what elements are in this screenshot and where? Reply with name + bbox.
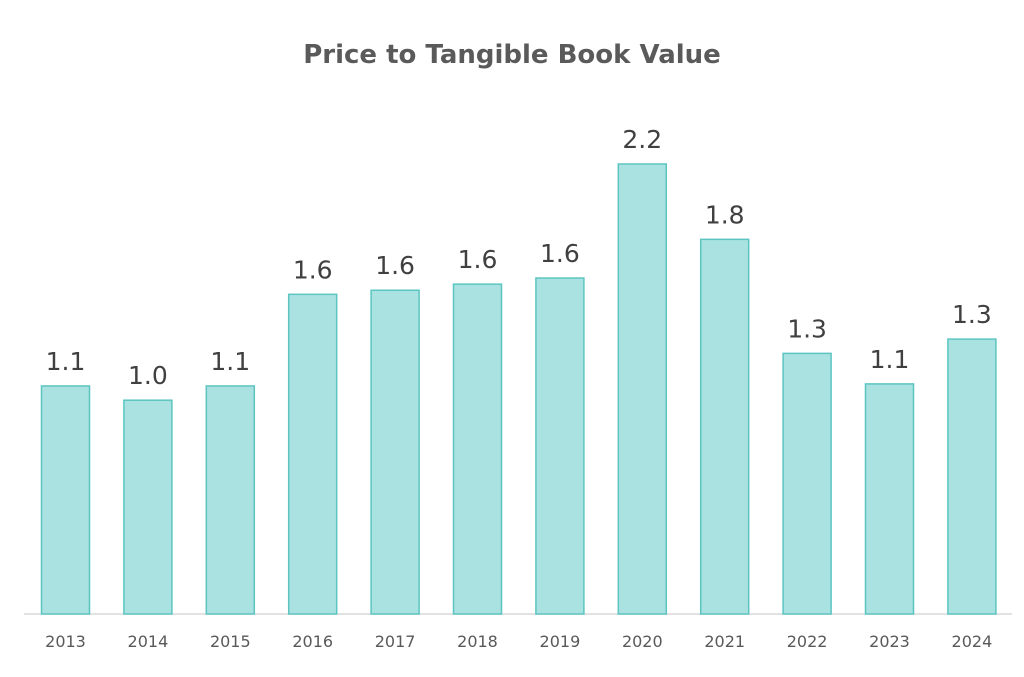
- x-tick-label-2018: 2018: [457, 632, 498, 651]
- x-tick-label-2013: 2013: [45, 632, 86, 651]
- x-tick-label-2016: 2016: [292, 632, 333, 651]
- bar-2024: [947, 338, 997, 615]
- bar-2023: [864, 383, 915, 615]
- bar-2014: [123, 399, 173, 615]
- bar-2017: [370, 289, 420, 615]
- bar-2021: [699, 238, 750, 615]
- bar-2022: [782, 352, 832, 615]
- data-label-2013: 1.1: [46, 347, 86, 376]
- x-tick-label-2022: 2022: [787, 632, 828, 651]
- data-label-2017: 1.6: [375, 251, 415, 280]
- x-tick-label-2014: 2014: [128, 632, 169, 651]
- bar-2018: [452, 283, 503, 615]
- x-tick-label-2019: 2019: [540, 632, 581, 651]
- data-label-2021: 1.8: [705, 200, 745, 229]
- bar-2015: [205, 385, 256, 615]
- bar-2016: [287, 293, 338, 615]
- x-tick-label-2020: 2020: [622, 632, 663, 651]
- data-label-2020: 2.2: [622, 125, 662, 154]
- x-tick-label-2015: 2015: [210, 632, 251, 651]
- x-tick-label-2023: 2023: [869, 632, 910, 651]
- data-label-2019: 1.6: [540, 239, 580, 268]
- bar-2020: [617, 163, 668, 615]
- x-tick-label-2021: 2021: [704, 632, 745, 651]
- data-label-2024: 1.3: [952, 300, 992, 329]
- data-label-2018: 1.6: [458, 245, 498, 274]
- bar-2013: [40, 385, 91, 615]
- data-label-2014: 1.0: [128, 361, 168, 390]
- x-tick-label-2017: 2017: [375, 632, 416, 651]
- chart-title: Price to Tangible Book Value: [303, 40, 721, 70]
- x-tick-label-2024: 2024: [952, 632, 993, 651]
- data-label-2023: 1.1: [870, 345, 910, 374]
- data-label-2016: 1.6: [293, 255, 333, 284]
- data-label-2015: 1.1: [210, 347, 250, 376]
- data-label-2022: 1.3: [787, 314, 827, 343]
- bar-2019: [535, 277, 585, 615]
